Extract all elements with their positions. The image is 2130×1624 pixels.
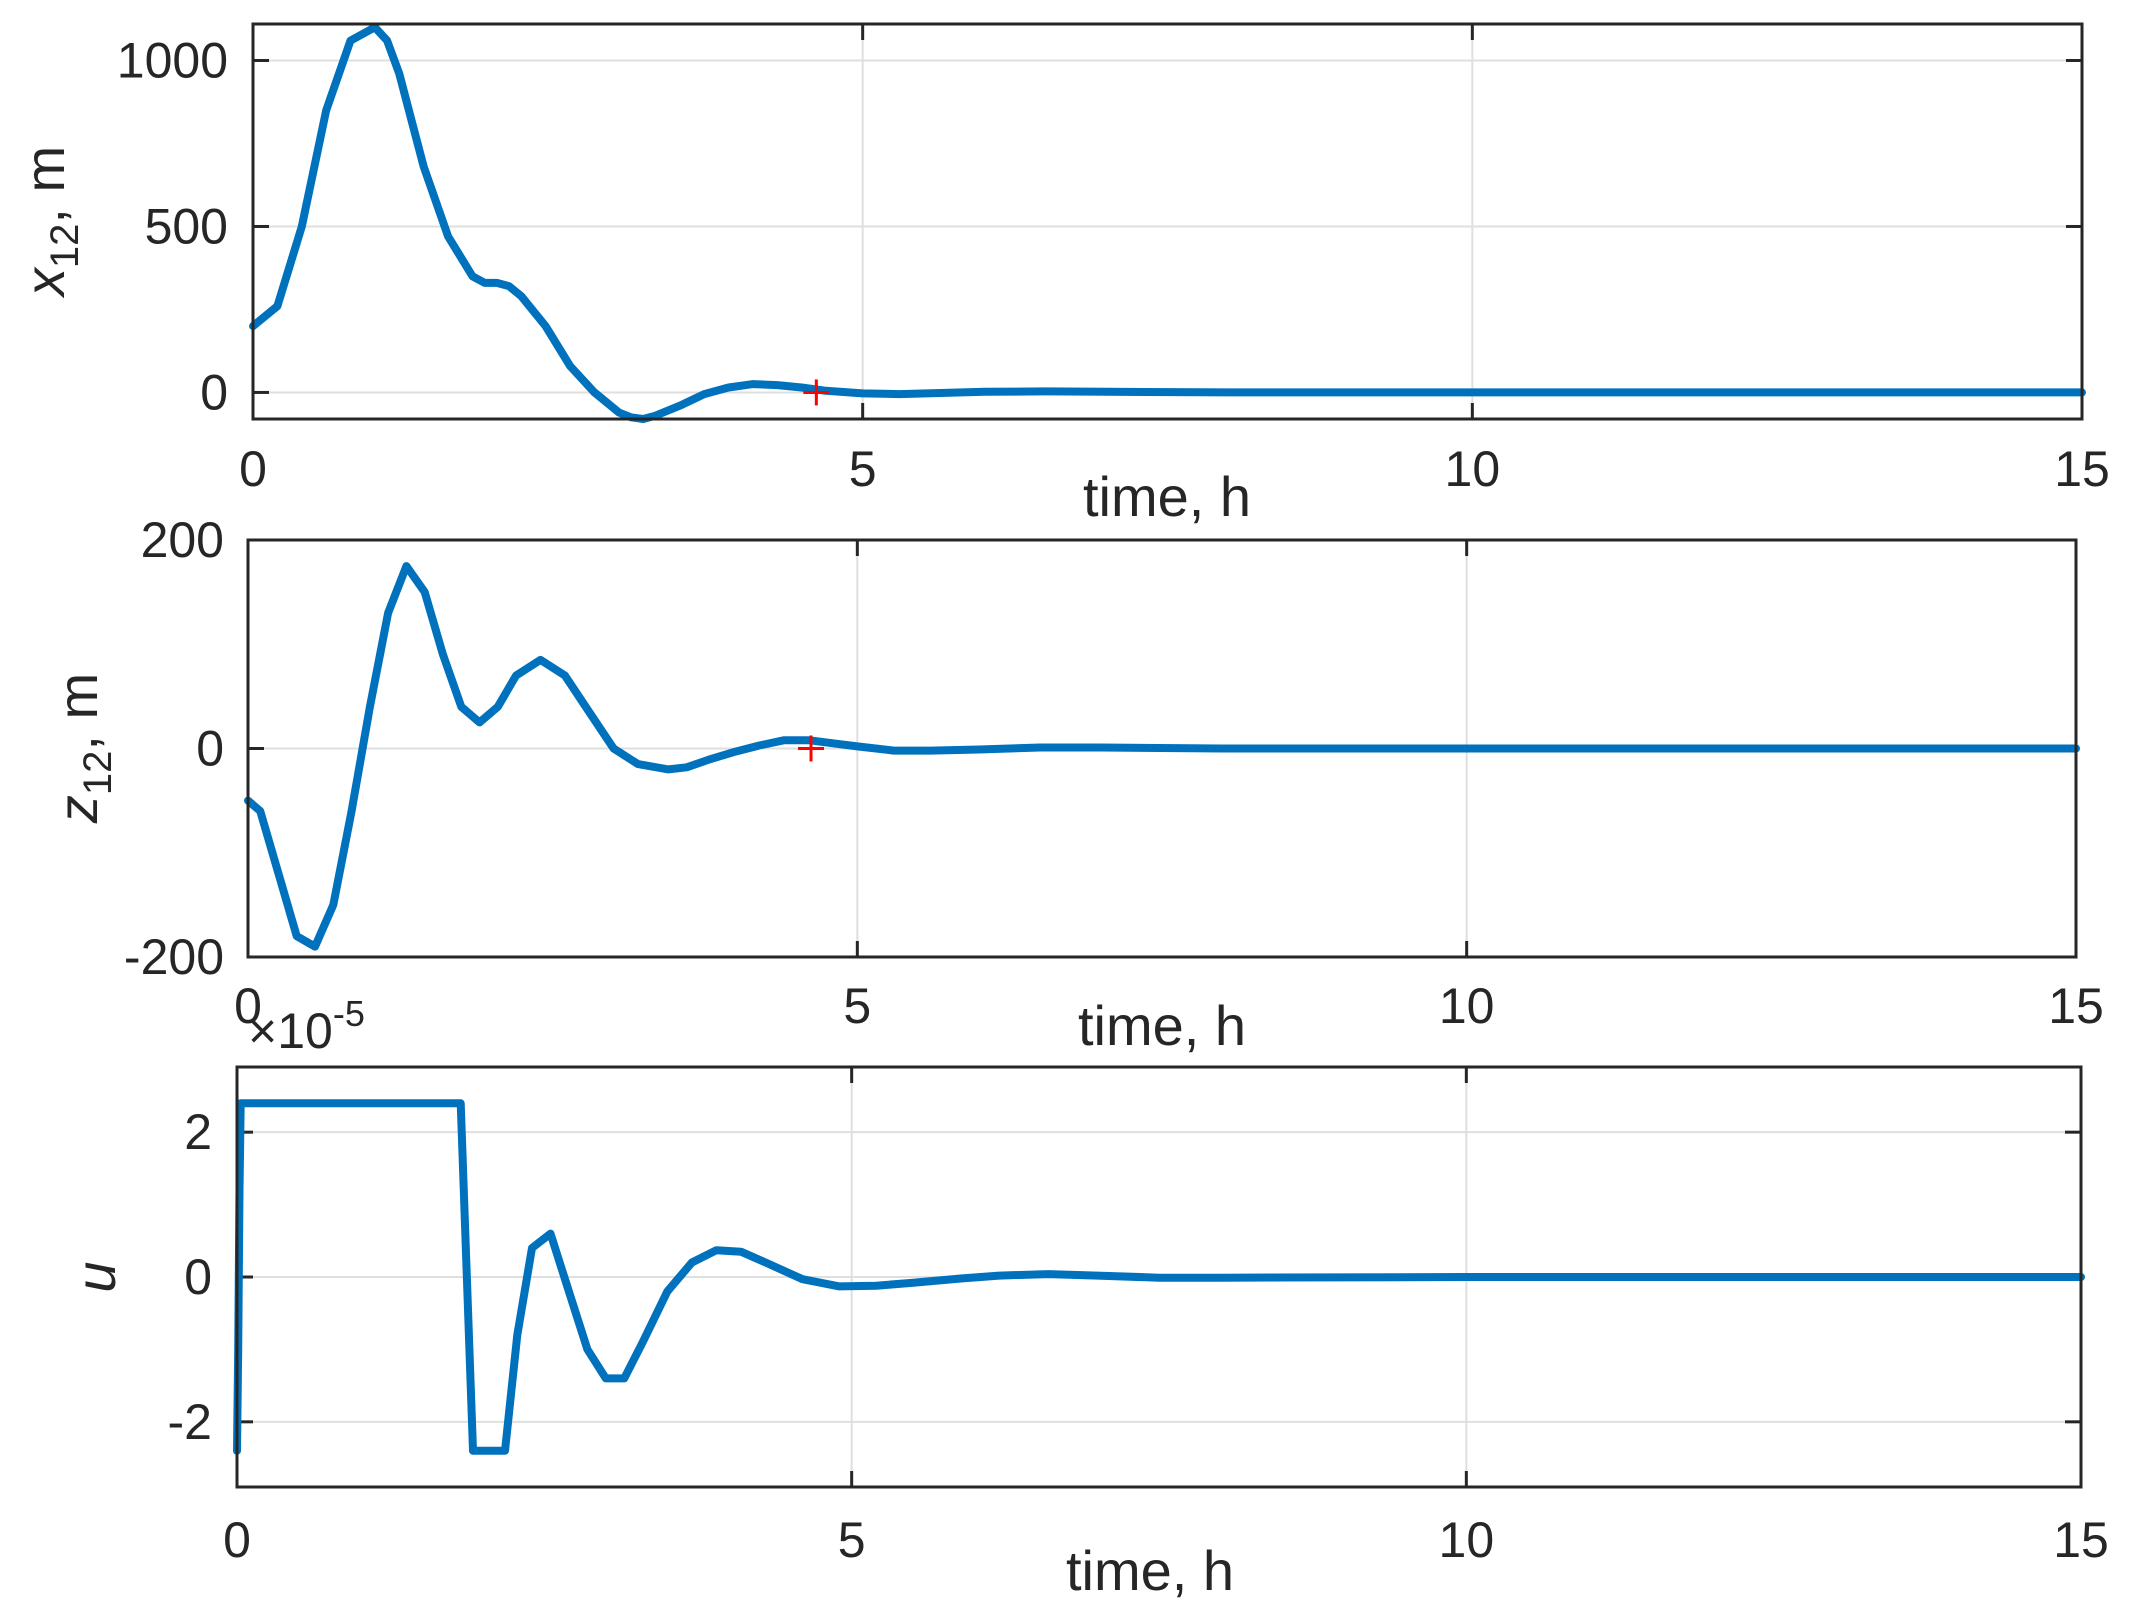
y-tick-label: 2	[184, 1104, 212, 1160]
x-tick-label: 0	[223, 1512, 251, 1568]
y-axis-variable: z	[46, 795, 109, 824]
series-line	[233, 1099, 2085, 1455]
exponent-base: ×10	[248, 1003, 333, 1059]
y-tick-label: -200	[124, 929, 224, 985]
axes-box	[246, 538, 2078, 959]
x-tick-label: 5	[849, 441, 877, 497]
y-tick-label: 0	[200, 364, 228, 420]
y-tick-label: 0	[196, 721, 224, 777]
y-tick-label: 200	[141, 512, 224, 568]
y-axis-subscript: 12	[76, 751, 120, 796]
y-axis-label: z12, m	[46, 673, 120, 824]
y-axis-variable: x	[13, 266, 76, 299]
x-tick-label: 15	[2054, 441, 2110, 497]
x-tick-label: 0	[234, 978, 262, 1034]
series-line	[244, 562, 2080, 951]
x-tick-label: 15	[2053, 1512, 2109, 1568]
exponent-power: -5	[333, 993, 365, 1034]
x-tick-label: 10	[1439, 1512, 1495, 1568]
axes-box	[251, 22, 2084, 421]
y-axis-label: x12, m	[13, 146, 87, 299]
x-tick-label: 5	[843, 978, 871, 1034]
y-axis-label: u	[64, 1261, 127, 1292]
subplot-u: -2 0 2 0 5 10 15 ×10-5 time, h u	[64, 993, 2109, 1602]
y-tick-label: 1000	[117, 33, 228, 89]
x-axis-label: time, h	[1066, 1539, 1234, 1602]
series-line	[249, 23, 2086, 423]
marker-plus	[803, 379, 830, 406]
y-tick-labels: 0 500 1000	[117, 33, 228, 421]
y-tick-labels: -2 0 2	[168, 1104, 212, 1450]
y-axis-exponent: ×10-5	[248, 993, 365, 1059]
y-axis-unit: , m	[13, 146, 76, 224]
x-axis-label: time, h	[1078, 994, 1246, 1057]
subplot-x12: 0 500 1000 0 5 10 15 time, h x12, m	[13, 22, 2110, 528]
y-axis-unit: , m	[46, 673, 109, 751]
y-tick-labels: -200 0 200	[124, 512, 224, 985]
x-tick-labels: 0 5 10 15	[234, 978, 2104, 1034]
marker-plus	[798, 735, 825, 762]
x-axis-label: time, h	[1083, 465, 1251, 528]
y-tick-label: -2	[168, 1394, 212, 1450]
axes-box	[235, 1065, 2083, 1489]
y-tick-label: 0	[184, 1249, 212, 1305]
y-tick-label: 500	[145, 198, 228, 254]
y-axis-variable: u	[64, 1261, 127, 1292]
x-tick-label: 0	[239, 441, 267, 497]
plot-area	[253, 24, 2082, 419]
x-tick-label: 10	[1445, 441, 1501, 497]
x-tick-labels: 0 5 10 15	[223, 1512, 2109, 1568]
x-tick-label: 10	[1439, 978, 1495, 1034]
x-tick-label: 15	[2048, 978, 2104, 1034]
y-axis-subscript: 12	[43, 224, 87, 269]
x-tick-label: 5	[838, 1512, 866, 1568]
x-tick-labels: 0 5 10 15	[239, 441, 2110, 497]
